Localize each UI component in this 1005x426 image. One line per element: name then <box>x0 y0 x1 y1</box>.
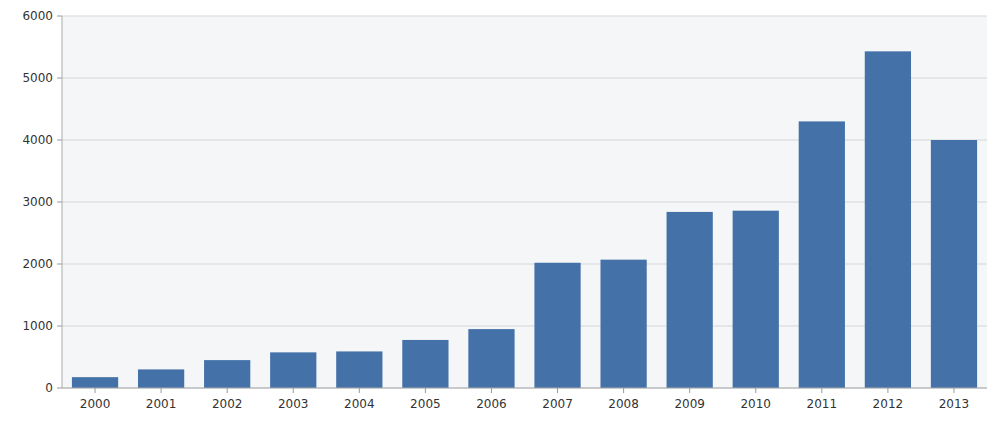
x-tick <box>689 388 690 393</box>
x-tick <box>227 388 228 393</box>
y-tick-label: 2000 <box>22 257 53 271</box>
y-tick-label: 5000 <box>22 71 53 85</box>
x-tick <box>821 388 822 393</box>
x-tick-label: 2002 <box>212 397 243 411</box>
x-tick-label: 2008 <box>608 397 639 411</box>
x-tick <box>293 388 294 393</box>
bar <box>534 263 580 388</box>
y-tick-label: 3000 <box>22 195 53 209</box>
bar <box>865 51 911 388</box>
x-tick <box>953 388 954 393</box>
x-tick <box>623 388 624 393</box>
x-tick <box>95 388 96 393</box>
grid-line <box>62 388 987 389</box>
y-tick-label: 4000 <box>22 133 53 147</box>
grid-line <box>62 140 987 141</box>
y-tick <box>57 264 62 265</box>
x-tick-label: 2011 <box>807 397 838 411</box>
bar <box>733 211 779 388</box>
y-tick <box>57 140 62 141</box>
x-tick <box>887 388 888 393</box>
x-tick-label: 2005 <box>410 397 441 411</box>
x-tick <box>161 388 162 393</box>
bar <box>204 360 250 388</box>
plot-background <box>62 16 987 388</box>
x-tick-label: 2006 <box>476 397 507 411</box>
bar <box>931 140 977 388</box>
bar <box>667 212 713 388</box>
bar <box>72 377 118 388</box>
grid-line <box>62 78 987 79</box>
y-tick-label: 6000 <box>22 9 53 23</box>
x-tick <box>557 388 558 393</box>
x-tick-label: 2004 <box>344 397 375 411</box>
x-tick-label: 2007 <box>542 397 573 411</box>
bar <box>799 121 845 388</box>
x-tick-label: 2013 <box>939 397 970 411</box>
y-axis-line <box>62 16 63 388</box>
bar <box>402 340 448 388</box>
grid-line <box>62 16 987 17</box>
y-tick <box>57 326 62 327</box>
x-tick <box>425 388 426 393</box>
chart-container: 0100020003000400050006000200020012002200… <box>0 0 1005 426</box>
grid-line <box>62 202 987 203</box>
grid-line <box>62 264 987 265</box>
grid-line <box>62 326 987 327</box>
x-tick-label: 2003 <box>278 397 309 411</box>
bar <box>336 351 382 388</box>
x-tick <box>359 388 360 393</box>
y-tick <box>57 78 62 79</box>
y-axis: 0 1000 2000 3000 4000 5000 6000 <box>22 9 62 395</box>
x-tick-label: 2000 <box>80 397 111 411</box>
x-tick <box>755 388 756 393</box>
y-tick-label: 1000 <box>22 319 53 333</box>
y-tick <box>57 388 62 389</box>
x-axis-line <box>62 388 987 389</box>
bar <box>138 369 184 388</box>
bars <box>72 51 977 388</box>
x-tick <box>491 388 492 393</box>
bar <box>270 352 316 388</box>
x-tick-label: 2009 <box>674 397 705 411</box>
bar <box>600 260 646 388</box>
y-tick <box>57 16 62 17</box>
x-axis: 2000 2001 2002 2003 2004 2005 2006 2007 2008 2009… <box>80 388 969 411</box>
x-tick-label: 2001 <box>146 397 177 411</box>
y-tick-label: 0 <box>45 381 53 395</box>
y-tick <box>57 202 62 203</box>
x-tick-label: 2010 <box>740 397 771 411</box>
grid <box>62 16 987 388</box>
chart: 0100020003000400050006000200020012002200… <box>0 0 1005 426</box>
bar <box>468 329 514 388</box>
x-tick-label: 2012 <box>873 397 904 411</box>
